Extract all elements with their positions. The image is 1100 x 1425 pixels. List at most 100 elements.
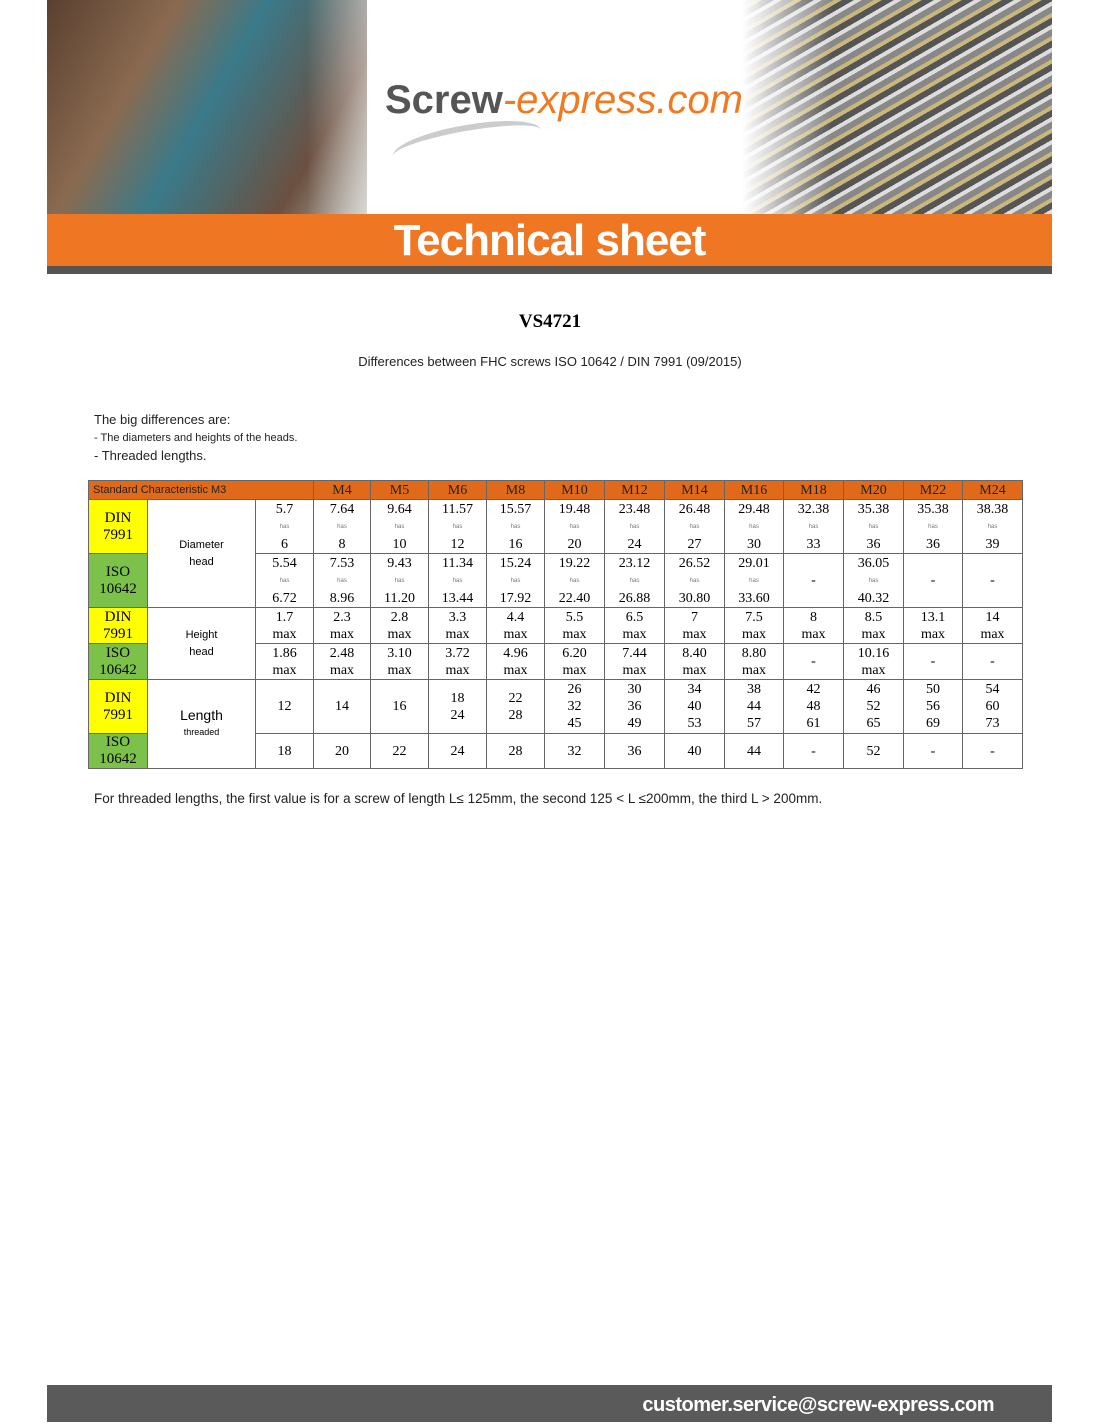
value: 48 — [806, 699, 821, 714]
note: For threaded lengths, the first value is… — [94, 791, 823, 806]
value: 3.10 — [387, 645, 412, 661]
range-separator: has — [279, 523, 290, 530]
value-cell: 38.38 has 39 — [962, 499, 1023, 554]
value-cell: 34 40 53 — [664, 679, 725, 734]
range-max: 8.96 — [329, 590, 355, 606]
value-cell: 15.24 has 17.92 — [486, 553, 545, 608]
value: 44 — [747, 699, 761, 714]
value-cell: 40 — [664, 733, 725, 769]
standard-label: ISO — [105, 644, 131, 661]
range-max: 20 — [567, 536, 582, 552]
value-cell: 18 24 — [428, 679, 487, 734]
range-min: 5.54 — [272, 555, 297, 571]
value-cell: 11.57 has 12 — [428, 499, 487, 554]
value: 3.3 — [448, 609, 467, 625]
value: 45 — [567, 716, 582, 731]
value: 1.86 — [272, 645, 297, 661]
value-cell: 50 56 69 — [903, 679, 963, 734]
value-cell: 20 — [313, 733, 371, 769]
header-label: Standard Characteristic M3 — [88, 480, 314, 500]
value-cell: 35.38 has 36 — [903, 499, 963, 554]
header-banner: Screw-express.com — [47, 0, 1052, 214]
range-min: 38.38 — [976, 501, 1009, 517]
value-cell: - — [903, 733, 963, 769]
value-cell: 1.7 max — [255, 607, 314, 644]
standard-label: DIN — [104, 689, 132, 706]
value: 56 — [926, 699, 940, 714]
value-cell: 3.10 max — [370, 643, 429, 680]
range-max: 10 — [392, 536, 407, 552]
value-cell: 6.20 max — [544, 643, 605, 680]
value-cell: 23.48 has 24 — [604, 499, 665, 554]
characteristic-qualifier: threaded — [183, 727, 220, 737]
max-label: max — [861, 662, 886, 678]
value: 36 — [627, 699, 642, 714]
max-label: max — [503, 626, 528, 642]
size-header: M16 — [724, 480, 784, 500]
value: 30 — [627, 682, 642, 697]
value-cell: 32.38 has 33 — [783, 499, 844, 554]
value-cell: 26.48 has 27 — [664, 499, 725, 554]
max-label: max — [920, 626, 946, 642]
value-cell: 26.52 has 30.80 — [664, 553, 725, 608]
standard-label: ISO — [105, 734, 131, 750]
size-header: M18 — [783, 480, 844, 500]
value-cell: 44 — [724, 733, 784, 769]
size-header: M6 — [428, 480, 487, 500]
range-separator: has — [569, 523, 580, 530]
range-separator: has — [510, 577, 521, 584]
subtitle: Differences between FHC screws ISO 10642… — [358, 354, 742, 369]
range-max: 36 — [926, 536, 940, 552]
size-header: M20 — [843, 480, 904, 500]
standard-label: DIN — [104, 509, 132, 526]
range-separator: has — [868, 523, 879, 530]
value: 24 — [450, 707, 465, 723]
comparison-table: Standard Characteristic M3 M4 M5 M6 M8 M10 M12… — [88, 480, 1023, 769]
value-cell: 30 36 49 — [604, 679, 665, 734]
characteristic-qualifier: head — [189, 555, 214, 568]
size-header: M4 — [313, 480, 371, 500]
range-separator: has — [394, 577, 405, 584]
max-label: max — [445, 626, 470, 642]
value: 49 — [627, 716, 642, 731]
value-cell: 19.22 has 22.40 — [544, 553, 605, 608]
value-cell: 54 60 73 — [962, 679, 1023, 734]
value-cell: 7.44 max — [604, 643, 665, 680]
max-label: max — [741, 662, 767, 678]
value-cell: 22 28 — [486, 679, 545, 734]
value: 34 — [687, 682, 702, 697]
value: 2.8 — [390, 609, 409, 625]
range-min: 15.57 — [499, 501, 532, 517]
value-cell: 5.7 has 6 — [255, 499, 314, 554]
value: 61 — [806, 716, 821, 731]
range-min: 26.52 — [678, 555, 711, 571]
range-max: 26.88 — [618, 590, 651, 606]
range-min: 19.48 — [558, 501, 591, 517]
size-header: M24 — [962, 480, 1023, 500]
value-cell: - — [783, 643, 844, 680]
value-cell: 3.72 max — [428, 643, 487, 680]
value-cell: 14 max — [962, 607, 1023, 644]
range-separator: has — [689, 577, 700, 584]
value: 28 — [508, 707, 523, 723]
range-max: 12 — [450, 536, 465, 552]
characteristic-cell: Height head — [147, 607, 256, 680]
range-min: 36.05 — [857, 555, 890, 571]
difference-item: - The diameters and heights of the heads… — [94, 432, 298, 444]
value-cell: - — [962, 553, 1023, 608]
standard-label: 10642 — [99, 751, 137, 767]
standard-label: ISO — [105, 563, 131, 580]
max-label: max — [387, 662, 412, 678]
value: 7.44 — [622, 645, 647, 661]
range-min: 7.53 — [329, 555, 355, 571]
max-label: max — [622, 626, 647, 642]
range-separator: has — [394, 523, 405, 530]
value: 60 — [985, 699, 1000, 714]
value-cell: 38 44 57 — [724, 679, 784, 734]
standard-label: DIN — [104, 608, 132, 625]
characteristic-cell: Diameter head — [147, 499, 256, 608]
value-cell: 7.5 max — [724, 607, 784, 644]
value-cell: 7.53 has 8.96 — [313, 553, 371, 608]
max-label: max — [682, 662, 707, 678]
difference-item: - Threaded lengths. — [94, 448, 207, 463]
